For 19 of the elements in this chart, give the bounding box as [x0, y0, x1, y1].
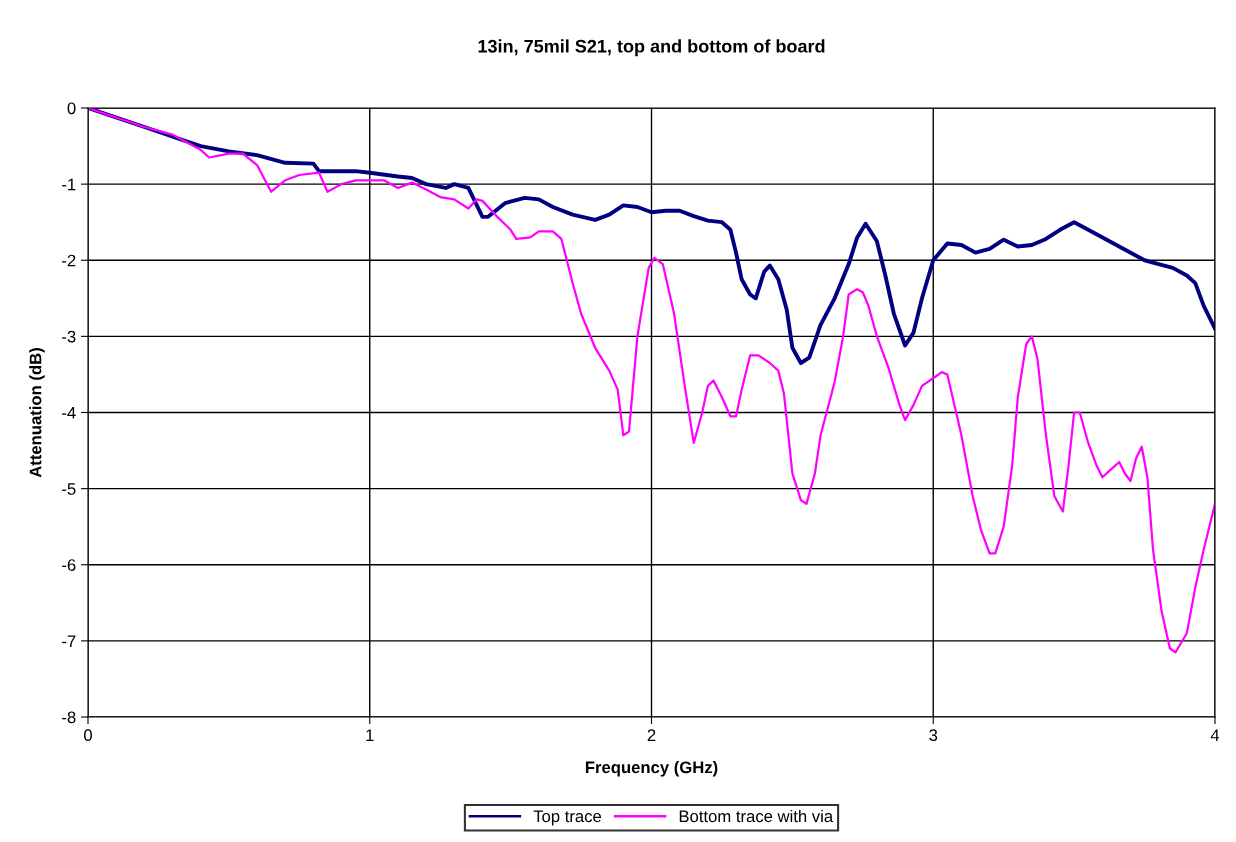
x-tick-label: 3	[929, 729, 938, 742]
x-tick-label: 1	[366, 729, 374, 741]
legend-label: Bottom trace with via	[679, 809, 834, 823]
x-axis-title: Frequency (GHz)	[585, 761, 718, 777]
y-tick-label: -6	[62, 559, 76, 571]
x-tick-label: 0	[84, 729, 92, 742]
x-tick-label: 2	[647, 729, 656, 741]
y-tick-label: 0	[67, 102, 76, 115]
y-tick-label: -7	[62, 635, 76, 647]
y-tick-label: -3	[62, 330, 76, 343]
y-tick-label: -1	[62, 178, 76, 191]
y-axis-title: Attenuation (dB)	[29, 348, 45, 478]
y-tick-label: -5	[62, 483, 76, 495]
y-tick-label: -2	[62, 254, 76, 267]
chart-title: 13in, 75mil S21, top and bottom of board	[478, 39, 825, 57]
x-tick-label: 4	[1210, 729, 1220, 741]
y-tick-label: -4	[62, 407, 76, 419]
legend-label: Top trace	[533, 810, 602, 826]
y-tick-label: -8	[62, 711, 76, 724]
